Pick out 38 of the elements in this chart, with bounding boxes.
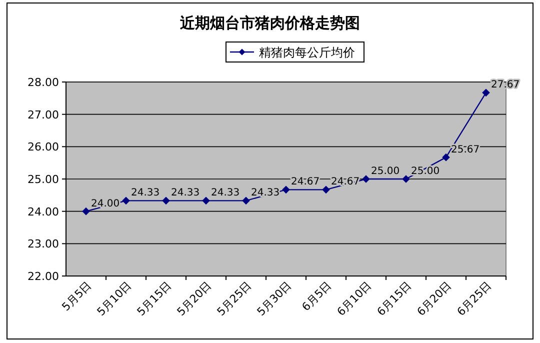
data-label: 25.00 — [371, 166, 400, 177]
x-tick-label: 6月20日 — [414, 278, 454, 319]
data-label: 24.33 — [171, 188, 200, 199]
point — [122, 196, 130, 204]
x-tick-label: 6月25日 — [454, 278, 494, 319]
x-tick-label: 5月5日 — [59, 278, 94, 314]
x-tick-label: 6月10日 — [334, 278, 374, 319]
y-tick-label: 27.00 — [28, 108, 59, 122]
data-label: 24.33 — [211, 188, 240, 199]
point — [82, 208, 90, 216]
y-tick-label: 28.00 — [28, 76, 59, 89]
y-tick-label: 23.00 — [28, 238, 59, 251]
x-tick-label: 6月15日 — [374, 278, 414, 319]
x-tick-label: 5月10日 — [94, 278, 134, 319]
chart-title: 近期烟台市猪肉价格走势图 — [179, 14, 360, 32]
point — [242, 196, 250, 204]
data-label: 24.67 — [291, 176, 320, 188]
point — [162, 196, 170, 204]
data-label: 25.67 — [451, 144, 480, 156]
y-tick-label: 26.00 — [28, 140, 59, 154]
y-tick-label: 25.00 — [28, 173, 59, 186]
point — [362, 175, 370, 183]
y-tick-label: 24.00 — [28, 205, 59, 218]
data-label: 27.67 — [491, 80, 520, 91]
y-tick-label: 22.00 — [28, 270, 59, 283]
point — [322, 186, 330, 194]
point — [482, 88, 490, 96]
x-tick-label: 6月5日 — [299, 278, 334, 314]
data-label: 24.33 — [131, 188, 160, 199]
point — [402, 175, 410, 183]
legend-label: 精猪肉每公斤均价 — [259, 46, 355, 60]
x-tick-label: 5月20日 — [174, 278, 214, 319]
x-tick-label: 5月15日 — [134, 278, 174, 319]
x-tick-label: 5月25日 — [214, 278, 254, 319]
point — [202, 196, 210, 204]
point — [282, 186, 290, 194]
x-tick-label: 5月30日 — [254, 278, 294, 319]
point — [442, 154, 450, 162]
